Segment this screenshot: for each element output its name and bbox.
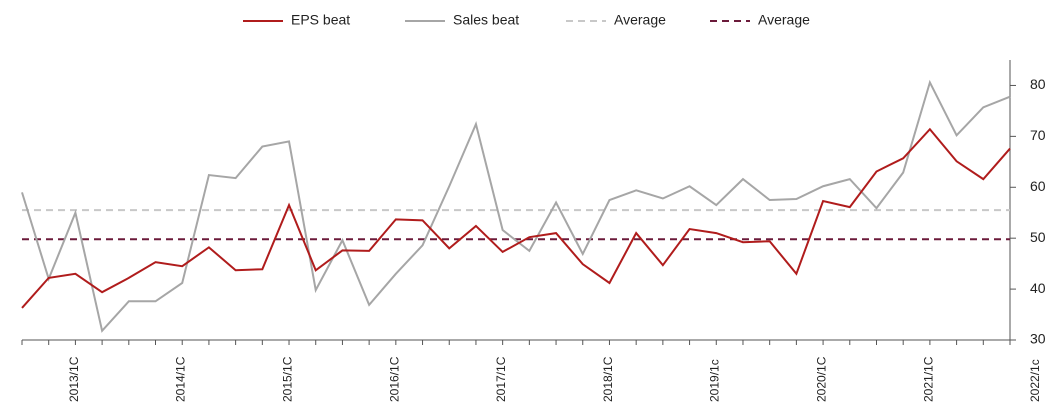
series-line — [21, 127, 1011, 309]
y-tick-label: 50 — [1030, 229, 1046, 245]
x-tick-label: 2021/1C — [921, 356, 935, 402]
x-tick-label: 2017/1C — [494, 356, 508, 402]
y-tick-label: 30 — [1030, 331, 1046, 347]
x-tick-label: 2014/1C — [174, 356, 188, 402]
x-tick-label: 2016/1C — [387, 356, 401, 402]
x-tick-label: 2020/1C — [815, 356, 829, 402]
y-tick-label: 60 — [1030, 178, 1046, 194]
legend-label: Average — [758, 12, 810, 28]
x-tick-label: 2018/1C — [601, 356, 615, 402]
x-tick-label: 2019/1c — [708, 359, 722, 402]
series-line — [21, 79, 1011, 333]
legend-label: EPS beat — [291, 12, 350, 28]
y-tick-label: 40 — [1030, 280, 1046, 296]
x-tick-label: 2022/1c — [1028, 359, 1042, 402]
legend-label: Average — [614, 12, 666, 28]
x-tick-label: 2015/1C — [280, 356, 294, 402]
y-tick-label: 70 — [1030, 127, 1046, 143]
y-tick-label: 80 — [1030, 76, 1046, 92]
x-tick-label: 2013/1C — [67, 356, 81, 402]
legend-label: Sales beat — [453, 12, 519, 28]
